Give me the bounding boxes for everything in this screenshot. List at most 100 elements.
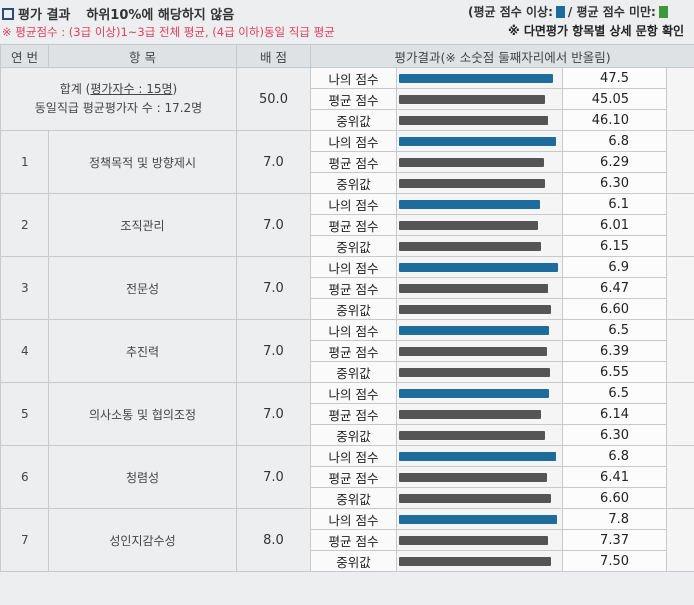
table-row: 4 추진력 7.0 나의 점수 6.5 xyxy=(0,319,694,383)
score-bar-cell xyxy=(396,403,563,425)
summary-bar-fill xyxy=(399,115,549,125)
label-mine: 나의 점수 xyxy=(310,508,397,530)
score-bar-cell xyxy=(396,151,563,173)
above-average-swatch xyxy=(555,5,565,18)
table-row: 평균 점수 6.39 xyxy=(1,340,694,362)
summary-value-mine: 47.5 xyxy=(562,67,667,89)
score-bar-fill xyxy=(399,220,538,230)
evaluation-table: 연 번 항 목 배 점 평가결과(※ 소숫점 둘째자리에서 반올림) 합계 (평… xyxy=(0,44,694,572)
header-bar: 평가 결과 하위10%에 해당하지 않음 (평균 점수 이상: / 평균 점수 … xyxy=(0,0,694,44)
summary-cell: 합계 (평가자수 : 15명) 동일직급 평균평가자 수 : 17.2명 xyxy=(0,67,237,131)
square-bullet-icon xyxy=(2,7,14,20)
table-row: 중위값 6.60 xyxy=(1,487,694,509)
score-bar-fill xyxy=(399,346,547,356)
label-avg: 평균 점수 xyxy=(310,403,397,425)
score-bar-cell xyxy=(396,508,563,530)
score-bar-cell xyxy=(396,445,563,467)
score-bar-fill xyxy=(399,199,540,209)
score-bar-cell xyxy=(396,256,563,278)
score-bar-fill xyxy=(399,136,557,146)
row-item: 추진력 xyxy=(48,319,237,383)
label-median: 중위값 xyxy=(310,361,397,383)
table-row: 3 전문성 7.0 나의 점수 6.9 xyxy=(0,256,694,320)
score-value: 6.47 xyxy=(562,277,667,299)
legend-above-label: (평균 점수 이상: xyxy=(468,5,553,19)
score-bar-fill xyxy=(399,304,552,314)
detail-questions-link[interactable]: ※ 다면평가 항목별 상세 문항 확인 xyxy=(508,24,685,38)
table-row: 평균 점수 6.01 xyxy=(1,214,694,236)
summary-bar-fill xyxy=(399,94,545,104)
label-avg: 평균 점수 xyxy=(310,340,397,362)
score-value: 6.39 xyxy=(562,340,667,362)
summary-value-avg: 45.05 xyxy=(562,88,667,110)
row-num: 2 xyxy=(0,193,49,257)
table-row: 중위값 6.30 xyxy=(1,172,694,194)
row-points: 7.0 xyxy=(236,256,311,320)
table-row: 중위값 6.15 xyxy=(1,235,694,257)
label-mine: 나의 점수 xyxy=(310,256,397,278)
row-item: 전문성 xyxy=(48,256,237,320)
row-num: 1 xyxy=(0,130,49,194)
score-value: 6.1 xyxy=(562,193,667,215)
result-title: 평가 결과 하위10%에 해당하지 않음 xyxy=(2,4,234,23)
summary-bar-avg xyxy=(396,88,563,110)
below-average-swatch xyxy=(658,5,668,18)
summary-bar-fill xyxy=(399,73,553,83)
score-value: 6.30 xyxy=(562,424,667,446)
score-bar-cell xyxy=(396,214,563,236)
score-bar-cell xyxy=(396,424,563,446)
label-avg: 평균 점수 xyxy=(310,466,397,488)
row-item: 조직관리 xyxy=(48,193,237,257)
score-bar-fill xyxy=(399,493,552,503)
average-note: ※ 평균점수 : (3급 이상)1~3급 전체 평균, (4급 이하)동일 직급… xyxy=(2,25,335,39)
table-row: 6 청렴성 7.0 나의 점수 6.8 xyxy=(0,445,694,509)
label-avg: 평균 점수 xyxy=(310,151,397,173)
score-bar-fill xyxy=(399,388,550,398)
score-bar-cell xyxy=(396,277,563,299)
score-value: 6.29 xyxy=(562,151,667,173)
score-bar-fill xyxy=(399,157,545,167)
table-row: 중위값 6.30 xyxy=(1,424,694,446)
score-bar-fill xyxy=(399,556,551,566)
table-row: 중위값 7.50 xyxy=(1,550,694,572)
score-bar-cell xyxy=(396,361,563,383)
label-avg: 평균 점수 xyxy=(310,529,397,551)
row-points: 7.0 xyxy=(236,319,311,383)
label-median: 중위값 xyxy=(310,424,397,446)
score-bar-fill xyxy=(399,535,548,545)
score-bar-cell xyxy=(396,298,563,320)
row-item: 성인지감수성 xyxy=(48,508,237,572)
score-value: 6.60 xyxy=(562,487,667,509)
score-bar-cell xyxy=(396,130,563,152)
score-bar-cell xyxy=(396,172,563,194)
table-row: 평균 점수 6.14 xyxy=(1,403,694,425)
table-row: 5 의사소통 및 협의조정 7.0 나의 점수 6.5 xyxy=(0,382,694,446)
label-median: 중위값 xyxy=(310,235,397,257)
summary-row: 합계 (평가자수 : 15명) 동일직급 평균평가자 수 : 17.2명 50.… xyxy=(0,67,694,131)
label-mine: 나의 점수 xyxy=(310,382,397,404)
score-bar-fill xyxy=(399,451,557,461)
header-result: 평가결과(※ 소숫점 둘째자리에서 반올림) xyxy=(309,44,694,68)
page-title: 평가 결과 xyxy=(18,8,71,23)
row-points: 7.0 xyxy=(236,382,311,446)
label-median: 중위값 xyxy=(310,109,397,131)
summary-bar-mine xyxy=(396,67,563,89)
score-bar-cell xyxy=(396,193,563,215)
color-legend: (평균 점수 이상: / 평균 점수 미만: xyxy=(468,3,671,20)
header-item: 항 목 xyxy=(48,44,237,68)
score-bar-fill xyxy=(399,409,541,419)
score-value: 6.01 xyxy=(562,214,667,236)
row-item: 정책목적 및 방향제시 xyxy=(48,130,237,194)
table-row: 평균 점수 6.47 xyxy=(1,277,694,299)
label-mine: 나의 점수 xyxy=(310,445,397,467)
score-value: 7.37 xyxy=(562,529,667,551)
score-bar-cell xyxy=(396,235,563,257)
score-bar-cell xyxy=(396,382,563,404)
score-bar-fill xyxy=(399,325,550,335)
row-points: 7.0 xyxy=(236,445,311,509)
evaluator-count-link[interactable]: 평가자수 : 15명 xyxy=(90,82,173,96)
score-value: 6.30 xyxy=(562,172,667,194)
table-row: 1 정책목적 및 방향제시 7.0 나의 점수 6.8 xyxy=(0,130,694,194)
same-grade-evaluator-count: 동일직급 평균평가자 수 : 17.2명 xyxy=(34,101,203,115)
summary-points: 50.0 xyxy=(236,67,311,131)
